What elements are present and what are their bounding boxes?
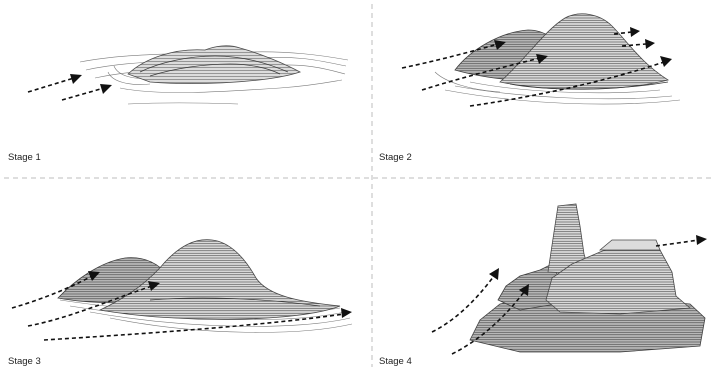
wind-arrow [27,281,160,327]
wind-arrow [61,84,112,101]
panel-stage-1: Stage 1 [8,45,349,163]
stage-4-label: Stage 4 [379,356,412,367]
wind-arrow [401,40,506,69]
panel-stage-3: Stage 3 [8,239,353,367]
stage-4-tower-hatching [548,204,590,274]
wind-arrow [11,271,100,309]
panel-stage-2: Stage 2 [379,13,681,163]
stage-3-label: Stage 3 [8,356,41,367]
stage-2-label: Stage 2 [379,152,412,163]
wind-arrow [431,268,499,333]
stage-4-top-slab [598,239,661,251]
wind-arrow [43,308,352,341]
wind-arrow [27,74,82,93]
wind-arrow [451,284,529,355]
wind-arrow [621,39,655,49]
wind-arrow [613,27,640,37]
wind-arrow [655,235,707,247]
panel-stage-4: Stage 4 [379,203,707,367]
wind-arrow [469,56,672,107]
wind-arrow [421,54,548,91]
stage-4-left-mass-hatching [498,264,560,310]
stage-1-label: Stage 1 [8,152,41,163]
stage-4-main-mass-hatching [546,242,690,314]
stage-2-main-dune-hatching [500,13,668,90]
stage-2-contours [434,71,681,105]
